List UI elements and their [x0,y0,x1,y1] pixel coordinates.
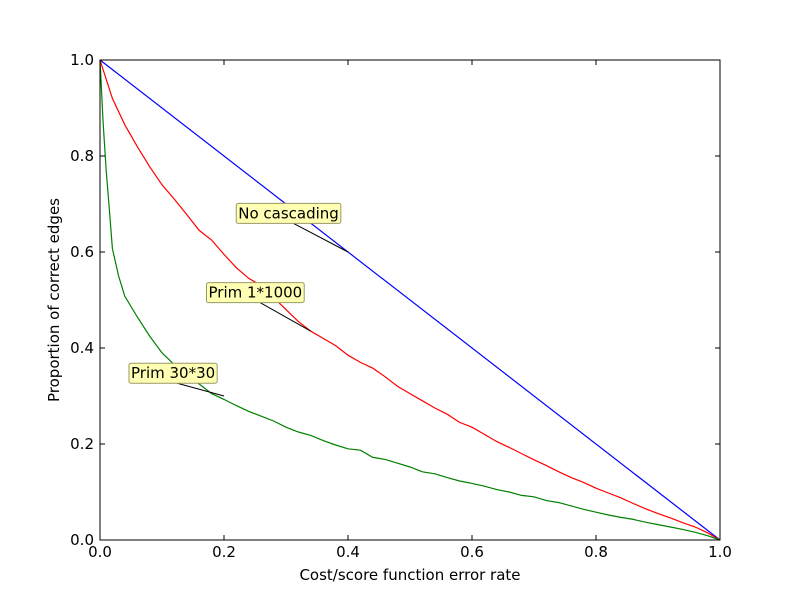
annotation-arrow [177,382,225,397]
series-line-1 [99,59,721,541]
y-tick-label: 0.0 [70,531,94,549]
x-tick-label: 0.2 [212,543,236,561]
annotation-label: No cascading [238,204,339,222]
x-tick-label: 0.0 [88,543,112,561]
annotation-arrow [259,302,312,332]
annotation-arrow [293,222,349,253]
x-tick-label: 1.0 [708,543,732,561]
plot-frame [99,59,721,541]
y-tick-label: 1.0 [70,51,94,69]
x-tick-label: 0.4 [336,543,360,561]
annotation-label: Prim 30*30 [131,364,215,382]
y-tick-label: 0.4 [70,339,94,357]
y-tick-label: 0.8 [70,147,94,165]
x-tick-label: 0.6 [460,543,484,561]
annotation-box [235,202,342,224]
series-line-3 [99,59,721,541]
annotation-layer: No cascading Prim 1*1000 Prim 30*30 [128,202,349,397]
series-layer [99,59,721,541]
series-line-2 [99,59,721,541]
y-tick-label: 0.6 [70,243,94,261]
y-axis-label: Proportion of correct edges [45,198,63,402]
annotation-box [128,362,218,384]
x-axis-label: Cost/score function error rate [299,566,520,584]
annotation-1: No cascading [235,202,349,253]
x-tick-label: 0.8 [584,543,608,561]
ticks-layer: 0.0 0.2 0.4 0.6 0.8 1.0 0.0 0.2 0.4 0.6 0.8 1.0 [70,51,732,561]
annotation-box [206,282,305,304]
annotation-label: Prim 1*1000 [209,284,303,302]
y-tick-label: 0.2 [70,435,94,453]
annotation-2: Prim 1*1000 [206,282,312,332]
annotation-3: Prim 30*30 [128,362,225,397]
